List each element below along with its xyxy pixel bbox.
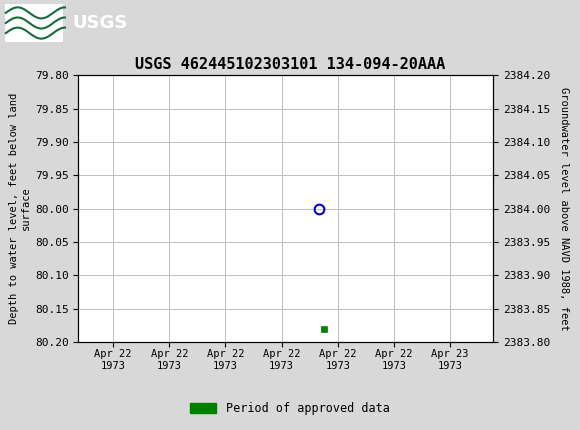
Text: USGS: USGS <box>72 14 128 32</box>
Text: USGS 462445102303101 134-094-20AAA: USGS 462445102303101 134-094-20AAA <box>135 57 445 72</box>
Y-axis label: Depth to water level, feet below land
surface: Depth to water level, feet below land su… <box>9 93 31 324</box>
Y-axis label: Groundwater level above NAVD 1988, feet: Groundwater level above NAVD 1988, feet <box>560 87 570 330</box>
Legend: Period of approved data: Period of approved data <box>186 397 394 420</box>
Bar <box>5 4 63 42</box>
